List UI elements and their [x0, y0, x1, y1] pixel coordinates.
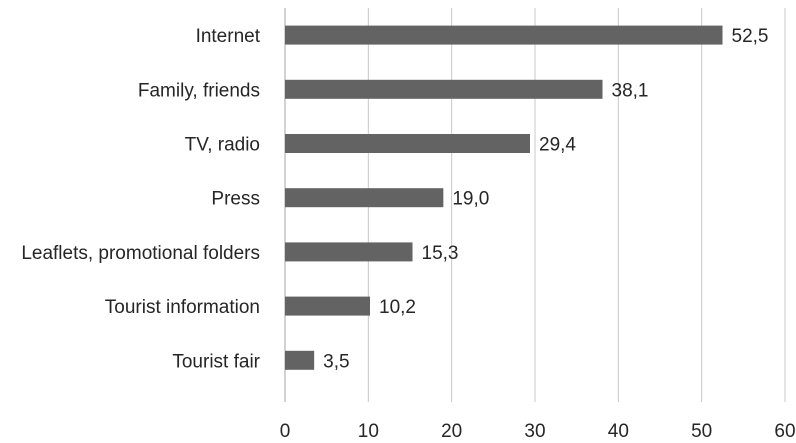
x-tick-label: 0: [280, 421, 291, 442]
x-tick-labels: 0 10 20 30 40 50 60: [280, 421, 796, 442]
bar: [285, 79, 603, 99]
bar: [285, 296, 370, 316]
category-label: Tourist fair: [172, 351, 260, 372]
bars: [285, 25, 723, 370]
category-label: Family, friends: [138, 80, 260, 101]
bar: [285, 242, 413, 262]
x-tick-label: 50: [691, 421, 712, 442]
data-label: 10,2: [379, 297, 416, 318]
data-label: 52,5: [732, 26, 769, 47]
category-label: TV, radio: [185, 135, 260, 156]
data-label: 19,0: [452, 189, 489, 210]
category-labels: Internet Family, friends TV, radio Press Lea…: [21, 26, 260, 372]
category-label: Leaflets, promotional folders: [21, 243, 260, 264]
x-tick-label: 10: [358, 421, 379, 442]
x-tick-label: 40: [608, 421, 629, 442]
gridlines: [367, 8, 786, 402]
data-label: 29,4: [539, 135, 576, 156]
bar: [285, 188, 444, 208]
x-tick-label: 20: [441, 421, 462, 442]
category-label: Internet: [196, 26, 261, 47]
category-label: Press: [211, 189, 260, 210]
data-label: 3,5: [323, 351, 349, 372]
x-tick-label: 30: [524, 421, 545, 442]
data-label: 15,3: [422, 243, 459, 264]
x-tick-label: 60: [774, 421, 795, 442]
bar: [285, 25, 723, 45]
value-labels: 52,5 38,1 29,4 19,0 15,3 10,2 3,5: [323, 26, 768, 372]
bar: [285, 134, 530, 153]
data-label: 38,1: [612, 80, 649, 101]
bar: [285, 350, 315, 370]
category-label: Tourist information: [105, 297, 260, 318]
